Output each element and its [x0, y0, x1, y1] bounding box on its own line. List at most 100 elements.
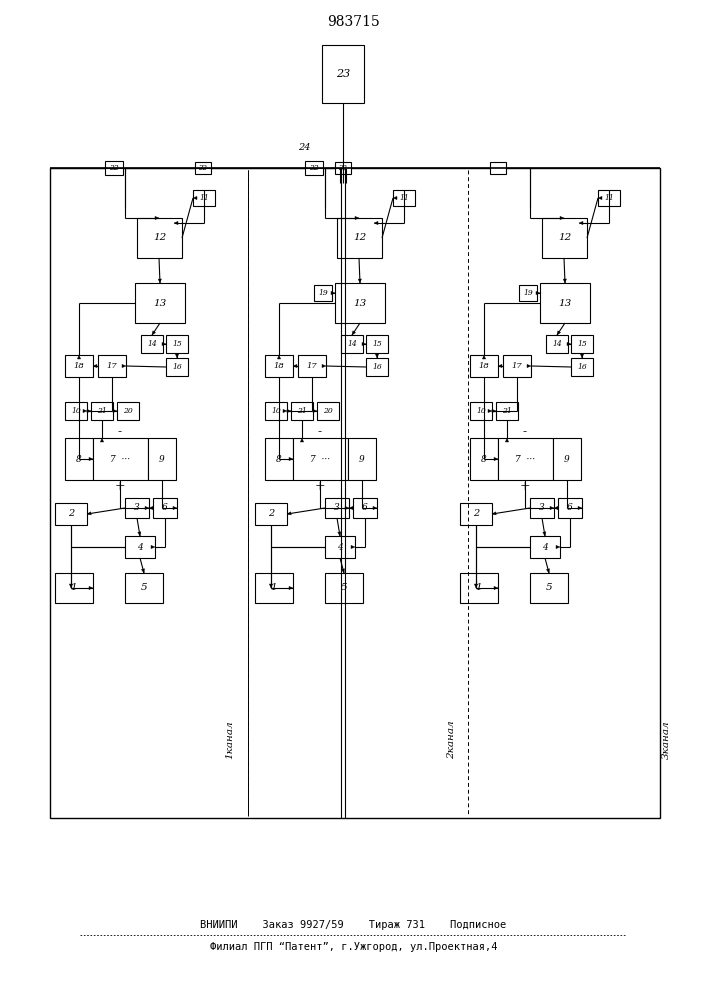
Text: 21: 21	[297, 407, 307, 415]
Polygon shape	[567, 342, 571, 346]
Text: 10: 10	[271, 407, 281, 415]
Text: 17: 17	[512, 362, 522, 370]
Text: 22: 22	[309, 164, 319, 172]
Polygon shape	[494, 586, 498, 590]
Text: 2: 2	[268, 510, 274, 518]
Bar	[193, 190, 215, 206]
Bar	[293, 438, 348, 480]
Polygon shape	[152, 331, 156, 335]
Polygon shape	[547, 569, 549, 573]
Text: 14: 14	[147, 340, 157, 348]
Text: 15: 15	[372, 340, 382, 348]
Text: 17: 17	[107, 362, 117, 370]
Bar	[366, 358, 388, 376]
Bar	[553, 438, 581, 480]
Polygon shape	[287, 409, 291, 413]
Bar	[137, 218, 182, 258]
Bar	[366, 335, 388, 353]
Text: 11: 11	[199, 194, 209, 202]
Bar	[460, 573, 498, 603]
Polygon shape	[578, 506, 582, 510]
Bar	[125, 536, 155, 558]
Polygon shape	[269, 584, 273, 588]
Polygon shape	[355, 216, 359, 220]
Text: 11: 11	[604, 194, 614, 202]
Polygon shape	[100, 438, 104, 442]
Polygon shape	[113, 409, 117, 413]
Polygon shape	[393, 196, 397, 200]
Text: 5: 5	[141, 584, 147, 592]
Text: 12: 12	[353, 233, 366, 242]
Text: 15: 15	[577, 340, 587, 348]
Polygon shape	[349, 506, 353, 510]
Text: 9: 9	[359, 454, 365, 464]
Polygon shape	[375, 354, 379, 358]
Bar	[393, 190, 415, 206]
Polygon shape	[289, 586, 293, 590]
Bar	[255, 503, 287, 525]
Bar	[298, 355, 326, 377]
Polygon shape	[560, 216, 564, 220]
Bar	[335, 283, 385, 323]
Text: 18: 18	[74, 362, 84, 370]
Bar	[322, 45, 364, 103]
Bar	[503, 355, 531, 377]
Text: 19: 19	[523, 289, 533, 297]
Polygon shape	[283, 409, 287, 413]
Polygon shape	[506, 438, 508, 442]
Bar	[470, 438, 498, 480]
Polygon shape	[527, 364, 531, 368]
Polygon shape	[580, 354, 583, 358]
Text: 19: 19	[318, 289, 328, 297]
Text: 2: 2	[68, 510, 74, 518]
Text: 3: 3	[334, 504, 340, 512]
Text: 7  ···: 7 ···	[310, 454, 330, 464]
Polygon shape	[322, 364, 326, 368]
Polygon shape	[145, 506, 149, 510]
Polygon shape	[474, 584, 478, 588]
Polygon shape	[579, 221, 583, 225]
Text: 14: 14	[347, 340, 357, 348]
Text: 3: 3	[134, 504, 140, 512]
Text: +: +	[115, 480, 125, 492]
Text: 23: 23	[336, 69, 350, 79]
Bar	[530, 536, 560, 558]
Text: 21: 21	[97, 407, 107, 415]
Bar	[166, 335, 188, 353]
Text: 14: 14	[552, 340, 562, 348]
Text: 6: 6	[362, 504, 368, 512]
Text: 1: 1	[271, 584, 277, 592]
Polygon shape	[83, 409, 87, 413]
Bar	[265, 438, 293, 480]
Polygon shape	[374, 221, 378, 225]
Polygon shape	[158, 279, 161, 283]
Bar	[65, 402, 87, 420]
Polygon shape	[362, 342, 366, 346]
Polygon shape	[122, 364, 126, 368]
Bar	[125, 498, 149, 518]
Bar	[325, 498, 349, 518]
Bar	[265, 402, 287, 420]
Bar	[530, 573, 568, 603]
Bar	[91, 402, 113, 420]
Text: 10: 10	[476, 407, 486, 415]
Bar	[93, 438, 148, 480]
Polygon shape	[556, 545, 560, 549]
Bar	[530, 498, 554, 518]
Polygon shape	[598, 196, 602, 200]
Text: 7  ···: 7 ···	[515, 454, 535, 464]
Text: 5: 5	[341, 584, 347, 592]
Text: 18: 18	[479, 362, 489, 370]
Text: 12: 12	[153, 233, 166, 242]
Text: 1: 1	[71, 584, 77, 592]
Text: -: -	[318, 426, 322, 438]
Bar	[325, 573, 363, 603]
Bar	[542, 218, 587, 258]
Polygon shape	[498, 364, 502, 368]
Text: 4: 4	[542, 542, 548, 552]
Text: 16: 16	[172, 363, 182, 371]
Polygon shape	[175, 354, 179, 358]
Bar	[470, 402, 492, 420]
Bar	[460, 503, 492, 525]
Bar	[353, 498, 377, 518]
